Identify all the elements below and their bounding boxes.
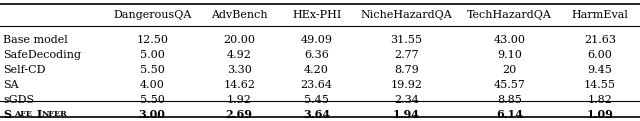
Text: 14.62: 14.62 (223, 80, 255, 90)
Text: 8.79: 8.79 (394, 65, 419, 75)
Text: 23.64: 23.64 (301, 80, 333, 90)
Text: SA: SA (3, 80, 19, 90)
Text: 1.92: 1.92 (227, 95, 252, 105)
Text: NicheHazardQA: NicheHazardQA (361, 11, 452, 20)
Text: 4.92: 4.92 (227, 50, 252, 60)
Text: 6.14: 6.14 (496, 109, 523, 120)
Text: Base model: Base model (3, 35, 68, 45)
Text: 2.69: 2.69 (226, 109, 253, 120)
Text: 31.55: 31.55 (390, 35, 422, 45)
Text: 2.77: 2.77 (394, 50, 419, 60)
Text: 8.85: 8.85 (497, 95, 522, 105)
Text: NFER: NFER (42, 110, 67, 118)
Text: 1.09: 1.09 (586, 109, 613, 120)
Text: 21.63: 21.63 (584, 35, 616, 45)
Text: 1.82: 1.82 (588, 95, 612, 105)
Text: 9.10: 9.10 (497, 50, 522, 60)
Text: S: S (3, 109, 11, 120)
Text: 3.64: 3.64 (303, 109, 330, 120)
Text: sGDS: sGDS (3, 95, 35, 105)
Text: 20: 20 (502, 65, 516, 75)
Text: 49.09: 49.09 (301, 35, 333, 45)
Text: AdvBench: AdvBench (211, 11, 268, 20)
Text: 5.45: 5.45 (304, 95, 329, 105)
Text: HEx-PHI: HEx-PHI (292, 11, 341, 20)
Text: 1.94: 1.94 (393, 109, 420, 120)
Text: 2.34: 2.34 (394, 95, 419, 105)
Text: 6.00: 6.00 (588, 50, 612, 60)
Text: DangerousQA: DangerousQA (113, 11, 191, 20)
Text: 3.00: 3.00 (139, 109, 166, 120)
Text: 4.00: 4.00 (140, 80, 164, 90)
Text: TechHazardQA: TechHazardQA (467, 11, 552, 20)
Text: 14.55: 14.55 (584, 80, 616, 90)
Text: HarmEval: HarmEval (572, 11, 628, 20)
Text: 5.50: 5.50 (140, 95, 164, 105)
Text: 12.50: 12.50 (136, 35, 168, 45)
Text: 4.20: 4.20 (304, 65, 329, 75)
Text: Self-CD: Self-CD (3, 65, 45, 75)
Text: 3.30: 3.30 (227, 65, 252, 75)
Text: 9.45: 9.45 (588, 65, 612, 75)
Text: 5.50: 5.50 (140, 65, 164, 75)
Text: 19.92: 19.92 (390, 80, 422, 90)
Text: 5.00: 5.00 (140, 50, 164, 60)
Text: SafeDecoding: SafeDecoding (3, 50, 81, 60)
Text: 45.57: 45.57 (493, 80, 525, 90)
Text: 43.00: 43.00 (493, 35, 525, 45)
Text: AFE: AFE (14, 110, 32, 118)
Text: 6.36: 6.36 (304, 50, 329, 60)
Text: I: I (36, 109, 42, 120)
Text: 20.00: 20.00 (223, 35, 255, 45)
